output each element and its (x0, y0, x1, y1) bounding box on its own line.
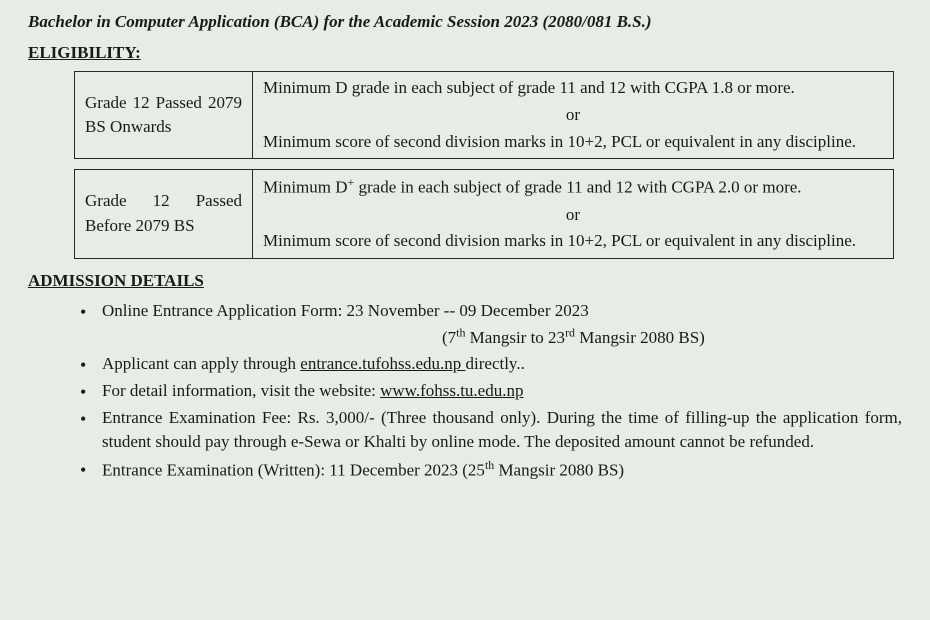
admission-heading: ADMISSION DETAILS (28, 269, 902, 294)
criteria-line: Minimum score of second division marks i… (263, 130, 883, 155)
entrance-link[interactable]: entrance.tufohss.edu.np (300, 354, 465, 373)
criteria-text: Minimum D (263, 178, 348, 197)
superscript: rd (565, 325, 575, 339)
eligibility-criteria: Minimum D grade in each subject of grade… (253, 72, 894, 159)
website-link[interactable]: www.fohss.tu.edu.np (380, 381, 523, 400)
detail-text: directly.. (466, 354, 525, 373)
or-separator: or (263, 103, 883, 128)
eligibility-table: Grade 12 Passed Before 2079 BS Minimum D… (74, 169, 894, 259)
document-title: Bachelor in Computer Application (BCA) f… (28, 10, 902, 35)
date-part: (7 (442, 328, 456, 347)
list-item: Entrance Examination Fee: Rs. 3,000/- (T… (74, 406, 902, 455)
detail-text: Applicant can apply through (102, 354, 300, 373)
criteria-line: Minimum score of second division marks i… (263, 229, 883, 254)
nepali-date: (7th Mangsir to 23rd Mangsir 2080 BS) (442, 328, 705, 347)
criteria-line: Minimum D+ grade in each subject of grad… (263, 174, 883, 200)
eligibility-criteria: Minimum D+ grade in each subject of grad… (253, 170, 894, 259)
date-part: Mangsir 2080 BS) (575, 328, 705, 347)
detail-text: Online Entrance Application Form: 23 Nov… (102, 301, 589, 320)
list-item: Applicant can apply through entrance.tuf… (74, 352, 902, 377)
criteria-line: Minimum D grade in each subject of grade… (263, 76, 883, 101)
detail-text: Entrance Examination (Written): 11 Decem… (102, 461, 485, 480)
list-item: Entrance Examination (Written): 11 Decem… (74, 457, 902, 483)
eligibility-category: Grade 12 Passed Before 2079 BS (75, 170, 253, 259)
detail-text: Mangsir 2080 BS) (494, 461, 624, 480)
date-part: Mangsir to 23 (465, 328, 565, 347)
eligibility-category: Grade 12 Passed 2079 BS Onwards (75, 72, 253, 159)
admission-details-list: Online Entrance Application Form: 23 Nov… (74, 299, 902, 483)
list-item: For detail information, visit the websit… (74, 379, 902, 404)
table-row: Grade 12 Passed 2079 BS Onwards Minimum … (75, 72, 894, 159)
detail-text: For detail information, visit the websit… (102, 381, 380, 400)
eligibility-heading: ELIGIBILITY: (28, 41, 902, 66)
superscript: th (485, 458, 494, 472)
table-row: Grade 12 Passed Before 2079 BS Minimum D… (75, 170, 894, 259)
eligibility-table: Grade 12 Passed 2079 BS Onwards Minimum … (74, 71, 894, 159)
criteria-text: grade in each subject of grade 11 and 12… (354, 178, 801, 197)
or-separator: or (263, 203, 883, 228)
list-item: Online Entrance Application Form: 23 Nov… (74, 299, 902, 350)
